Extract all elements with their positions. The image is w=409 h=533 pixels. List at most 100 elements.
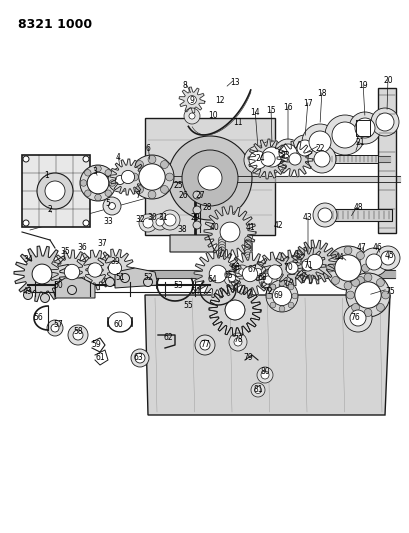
Polygon shape — [227, 252, 271, 296]
Text: 8: 8 — [182, 80, 187, 90]
Text: 31: 31 — [158, 214, 167, 222]
Text: 1: 1 — [45, 171, 49, 180]
Circle shape — [68, 325, 88, 345]
Circle shape — [160, 160, 168, 168]
Circle shape — [288, 153, 300, 165]
Circle shape — [244, 237, 251, 244]
Polygon shape — [50, 250, 94, 294]
Text: 39: 39 — [110, 257, 119, 266]
Circle shape — [218, 280, 225, 287]
Circle shape — [244, 286, 251, 293]
Text: 72: 72 — [263, 287, 272, 296]
Circle shape — [193, 191, 200, 199]
Circle shape — [218, 290, 225, 298]
Circle shape — [255, 141, 287, 173]
Circle shape — [244, 262, 251, 269]
Text: 13: 13 — [229, 77, 239, 86]
Circle shape — [45, 181, 65, 201]
Text: 40: 40 — [210, 223, 219, 232]
Circle shape — [94, 194, 101, 200]
Circle shape — [115, 175, 124, 184]
Polygon shape — [110, 159, 146, 195]
Circle shape — [244, 278, 251, 285]
Polygon shape — [276, 141, 312, 177]
Circle shape — [244, 252, 251, 259]
Circle shape — [187, 95, 196, 104]
Circle shape — [218, 260, 225, 266]
Polygon shape — [55, 278, 95, 298]
Circle shape — [220, 222, 239, 242]
Text: 12: 12 — [215, 95, 224, 104]
Circle shape — [242, 266, 257, 282]
Circle shape — [317, 208, 331, 222]
Text: 37: 37 — [97, 238, 107, 247]
Circle shape — [244, 239, 251, 246]
Circle shape — [47, 320, 63, 336]
Circle shape — [244, 268, 251, 274]
Circle shape — [139, 164, 165, 190]
Circle shape — [218, 275, 225, 282]
Circle shape — [87, 172, 108, 194]
Polygon shape — [193, 250, 241, 298]
Circle shape — [244, 270, 251, 277]
Text: 48: 48 — [352, 204, 362, 213]
Text: 41: 41 — [245, 223, 254, 232]
Circle shape — [355, 252, 364, 260]
Circle shape — [349, 310, 365, 326]
Circle shape — [103, 197, 121, 215]
Circle shape — [244, 280, 251, 287]
Text: 62: 62 — [163, 334, 172, 343]
Circle shape — [265, 280, 297, 312]
Text: 10: 10 — [208, 110, 217, 119]
Text: 24: 24 — [254, 154, 264, 163]
Text: 20: 20 — [382, 76, 392, 85]
Text: 25: 25 — [173, 182, 182, 190]
Circle shape — [266, 293, 272, 299]
Circle shape — [244, 290, 251, 298]
Polygon shape — [14, 246, 70, 302]
Circle shape — [51, 324, 59, 332]
Text: 42: 42 — [272, 221, 282, 230]
Text: 23: 23 — [279, 150, 289, 159]
Circle shape — [120, 273, 129, 282]
Circle shape — [365, 254, 381, 270]
Text: 11: 11 — [233, 117, 242, 126]
Polygon shape — [96, 249, 134, 287]
Circle shape — [152, 214, 168, 230]
Circle shape — [218, 278, 225, 285]
Circle shape — [263, 276, 272, 284]
Circle shape — [108, 203, 115, 209]
Circle shape — [307, 254, 322, 270]
Text: 55: 55 — [183, 301, 192, 310]
Circle shape — [354, 282, 380, 308]
Circle shape — [135, 160, 143, 168]
Circle shape — [355, 277, 364, 285]
Text: 17: 17 — [302, 99, 312, 108]
Polygon shape — [145, 118, 274, 235]
Circle shape — [363, 309, 371, 317]
Text: 14: 14 — [249, 108, 259, 117]
Circle shape — [218, 257, 225, 264]
Text: 81: 81 — [253, 385, 262, 394]
Circle shape — [244, 247, 251, 254]
Circle shape — [40, 294, 49, 303]
Circle shape — [288, 284, 293, 290]
Circle shape — [131, 349, 148, 367]
Circle shape — [184, 108, 200, 124]
Text: 61: 61 — [95, 353, 105, 362]
Circle shape — [23, 156, 29, 162]
Circle shape — [272, 286, 291, 305]
Circle shape — [343, 246, 351, 254]
Circle shape — [375, 113, 393, 131]
Text: 49: 49 — [23, 287, 33, 296]
Polygon shape — [273, 250, 309, 286]
Circle shape — [279, 306, 284, 312]
Circle shape — [218, 241, 225, 249]
Circle shape — [228, 274, 235, 281]
Text: 71: 71 — [302, 261, 312, 270]
Circle shape — [244, 275, 251, 282]
Circle shape — [195, 335, 214, 355]
Text: 52: 52 — [143, 273, 153, 282]
Text: 59: 59 — [91, 341, 101, 350]
Polygon shape — [145, 295, 389, 415]
